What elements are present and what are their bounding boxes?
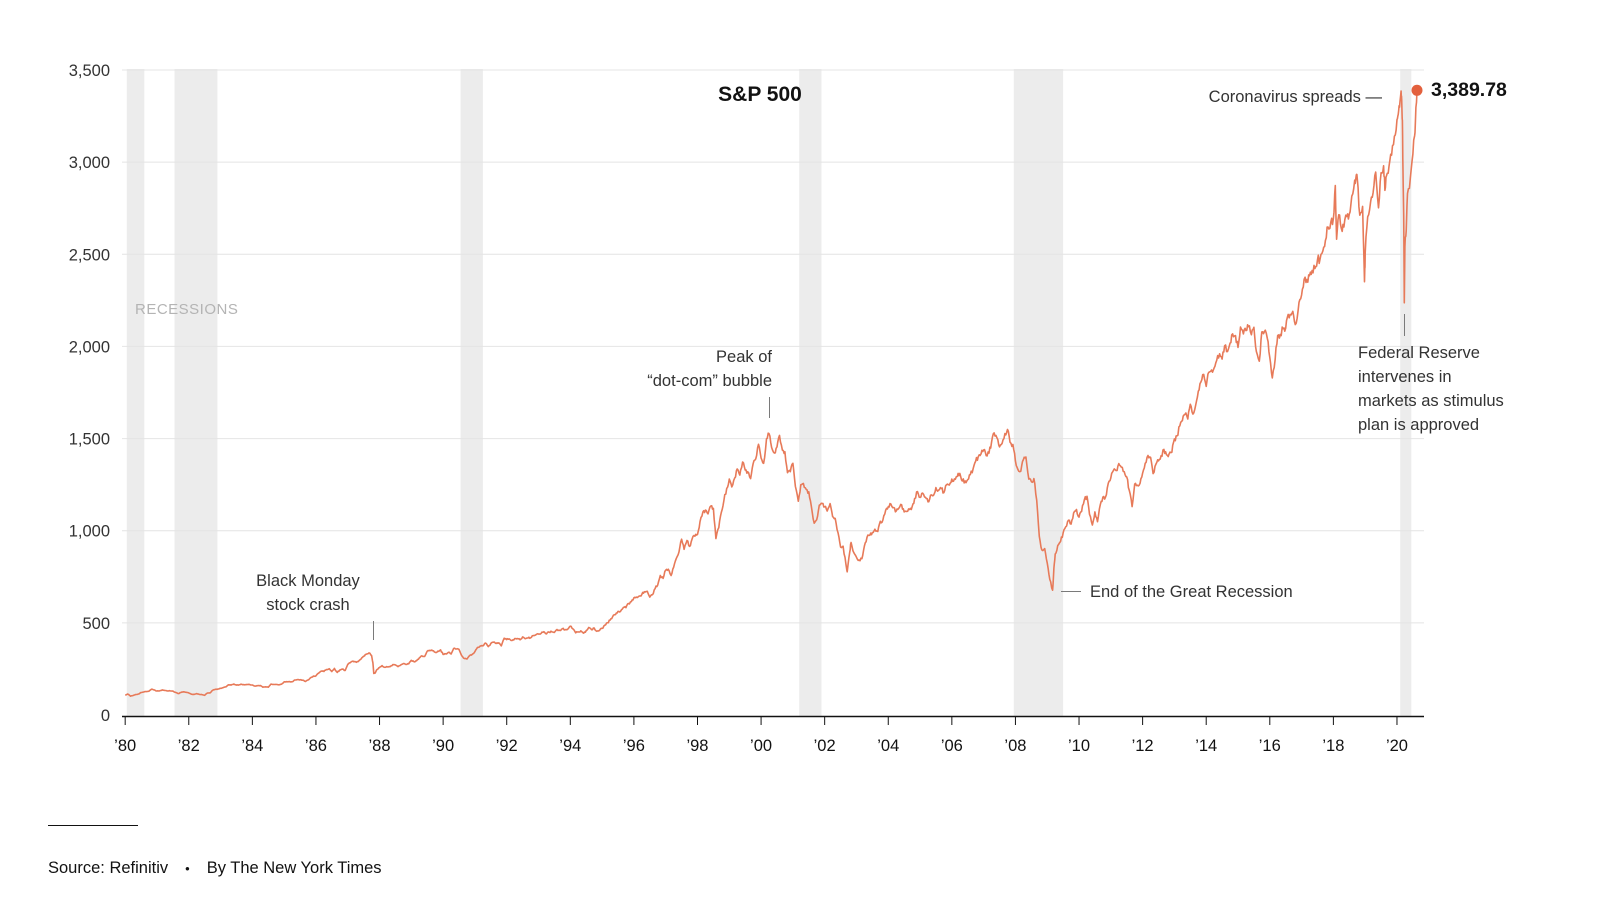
recession-band bbox=[174, 69, 218, 717]
x-tick-label: ’94 bbox=[559, 737, 581, 755]
x-tick-label: ’10 bbox=[1068, 737, 1090, 755]
x-tick-label: ’14 bbox=[1195, 737, 1217, 755]
x-tick-label: ’06 bbox=[941, 737, 963, 755]
x-tick-label: ’88 bbox=[369, 737, 391, 755]
annotation-black-monday: Black Monday stock crash bbox=[240, 569, 376, 617]
recession-band bbox=[460, 69, 483, 717]
chart-title: S&P 500 bbox=[718, 83, 802, 106]
source-row: Source: Refinitiv • By The New York Time… bbox=[48, 859, 382, 878]
annotation-dotcom-line1: Peak of bbox=[716, 348, 772, 366]
x-tick-label: ’16 bbox=[1259, 737, 1281, 755]
x-tick-label: ’92 bbox=[496, 737, 518, 755]
x-tick-label: ’20 bbox=[1386, 737, 1408, 755]
recession-band bbox=[1400, 69, 1412, 717]
x-tick-label: ’04 bbox=[877, 737, 899, 755]
x-tick-label: ’96 bbox=[623, 737, 645, 755]
annotation-fed-pointer bbox=[1404, 314, 1405, 336]
annotation-black-monday-pointer bbox=[373, 621, 374, 640]
price-line bbox=[125, 90, 1418, 697]
x-tick-label: ’80 bbox=[114, 737, 136, 755]
x-tick-label: ’86 bbox=[305, 737, 327, 755]
x-tick-label: ’84 bbox=[241, 737, 263, 755]
source-separator-dot: • bbox=[185, 861, 190, 876]
x-tick-label: ’00 bbox=[750, 737, 772, 755]
x-tick-label: ’18 bbox=[1322, 737, 1344, 755]
source-label: Source: Refinitiv bbox=[48, 859, 169, 877]
y-tick-label: 500 bbox=[82, 615, 110, 633]
y-tick-label: 2,000 bbox=[69, 338, 110, 356]
x-tick-label: ’98 bbox=[686, 737, 708, 755]
recessions-label: RECESSIONS bbox=[135, 301, 239, 318]
annotation-black-monday-line1: Black Monday bbox=[256, 572, 360, 590]
x-tick-label: ’82 bbox=[178, 737, 200, 755]
x-tick-label: ’90 bbox=[432, 737, 454, 755]
y-tick-label: 2,500 bbox=[69, 246, 110, 264]
annotation-black-monday-line2: stock crash bbox=[266, 596, 350, 614]
y-tick-label: 0 bbox=[101, 707, 110, 725]
recession-band bbox=[799, 69, 822, 717]
annotation-coronavirus: Coronavirus spreads — bbox=[1208, 88, 1382, 106]
recession-band bbox=[1013, 69, 1064, 717]
recession-band bbox=[126, 69, 145, 717]
x-tick-label: ’08 bbox=[1004, 737, 1026, 755]
footer-rule bbox=[48, 825, 138, 826]
byline: By The New York Times bbox=[206, 859, 382, 877]
latest-value-label: 3,389.78 bbox=[1431, 79, 1507, 101]
annotation-dotcom-pointer bbox=[769, 397, 770, 418]
y-tick-label: 3,000 bbox=[69, 154, 110, 172]
annotation-great-recession: End of the Great Recession bbox=[1090, 583, 1293, 601]
latest-point-marker bbox=[1411, 84, 1423, 96]
y-tick-label: 1,500 bbox=[69, 431, 110, 449]
annotation-great-recession-pointer bbox=[1061, 591, 1081, 592]
y-tick-label: 1,000 bbox=[69, 523, 110, 541]
x-tick-label: ’02 bbox=[814, 737, 836, 755]
annotation-dotcom-peak: Peak of “dot-com” bubble bbox=[612, 345, 772, 393]
annotation-fed: Federal Reserve intervenes in markets as… bbox=[1358, 344, 1504, 434]
y-tick-label: 3,500 bbox=[69, 62, 110, 80]
x-tick-label: ’12 bbox=[1132, 737, 1154, 755]
annotation-dotcom-line2: “dot-com” bubble bbox=[647, 372, 772, 390]
